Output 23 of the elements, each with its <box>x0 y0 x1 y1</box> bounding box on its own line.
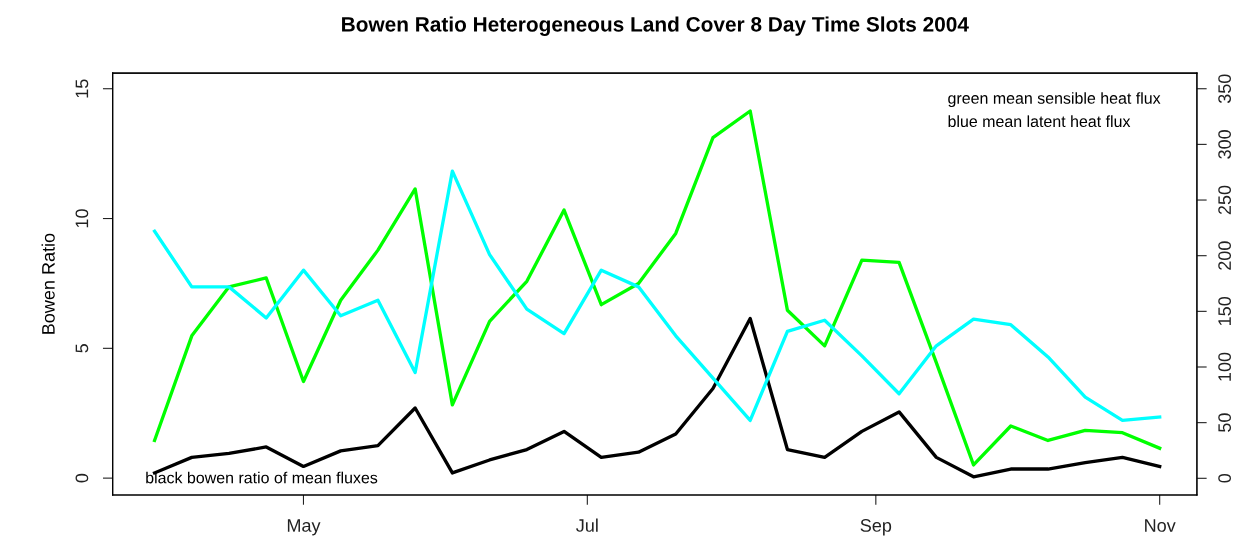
annotation: blue mean latent heat flux <box>948 115 1131 128</box>
y2-tick-label: 350 <box>1218 74 1232 104</box>
y-tick-label: 15 <box>75 79 89 98</box>
y-axis-title: Bowen Ratio <box>41 233 55 334</box>
chart-title: Bowen Ratio Heterogeneous Land Cover 8 Day Time Slots 2004 <box>342 16 969 36</box>
y2-tick-label: 50 <box>1218 413 1232 432</box>
y-tick-label: 5 <box>75 344 89 353</box>
y2-tick-label: 150 <box>1218 296 1232 326</box>
y2-tick-label: 300 <box>1218 130 1232 159</box>
y-tick-label: 10 <box>75 209 89 228</box>
x-tick-label: Jul <box>576 518 598 532</box>
line-series <box>152 169 1162 423</box>
line-series <box>152 109 1162 467</box>
annotation: green mean sensible heat flux <box>948 92 1161 108</box>
y2-tick-label: 0 <box>1218 473 1232 483</box>
y2-tick-label: 250 <box>1218 185 1232 215</box>
x-tick-label: May <box>287 519 321 536</box>
y-tick-label: 0 <box>75 473 89 483</box>
y2-tick-label: 100 <box>1218 352 1232 381</box>
y2-tick-label: 200 <box>1218 241 1232 270</box>
x-tick-label: Nov <box>1145 519 1176 532</box>
annotation: black bowen ratio of mean fluxes <box>146 471 378 484</box>
x-tick-label: Sep <box>860 519 892 536</box>
